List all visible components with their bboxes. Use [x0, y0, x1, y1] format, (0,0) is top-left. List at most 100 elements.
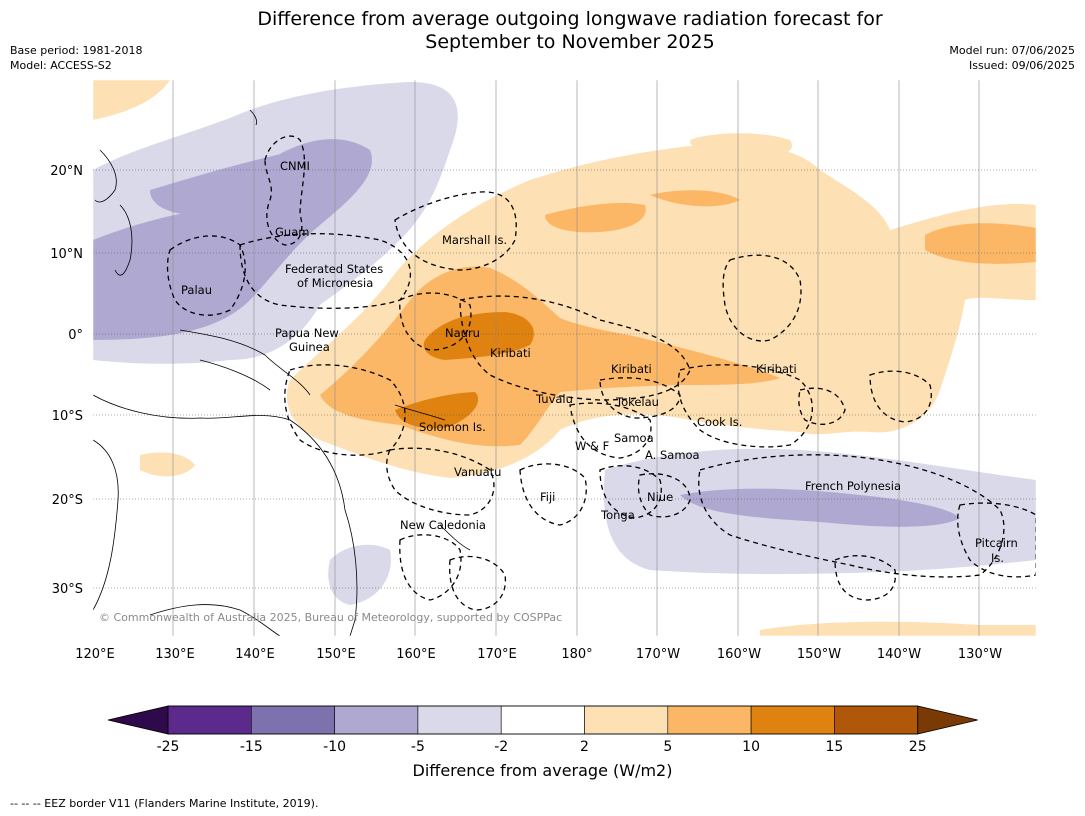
lon-tick-170w: 170°W [636, 647, 680, 662]
lat-tick-20n: 20°N [50, 164, 83, 179]
title-line-2: September to November 2025 [425, 31, 715, 53]
label-tokelau: Tokelau [615, 395, 659, 409]
anomaly-light-orange-aus [140, 452, 195, 477]
title-line-1: Difference from average outgoing longwav… [257, 8, 883, 30]
anomaly-mid-orange-east [925, 223, 1036, 264]
anomaly-light-orange-hawaii [690, 133, 792, 159]
colorbar-tick-label: 10 [742, 739, 760, 755]
anomaly-mid-purple-north-2 [150, 149, 343, 216]
label-cnmi: CNMI [280, 159, 310, 173]
anomaly-light-orange-s [760, 621, 1036, 636]
lat-tick-10n: 10°N [50, 247, 83, 262]
eez-footnote: -- -- -- EEZ border V11 (Flanders Marine… [10, 797, 319, 810]
colorbar [107, 705, 978, 735]
label-samoa: Samoa [614, 431, 654, 445]
issued-date: Issued: 09/06/2025 [968, 59, 1075, 72]
colorbar-tick-label: -2 [494, 739, 508, 755]
meta-left: Base period: 1981-2018 Model: ACCESS-S2 [10, 43, 142, 73]
lon-tick-140w: 140°W [877, 647, 921, 662]
label-kiribati-east: Kiribati [756, 362, 797, 376]
chart-title: Difference from average outgoing longwav… [0, 8, 1085, 54]
lon-tick-160w: 160°W [717, 647, 761, 662]
colorbar-over-triangle [917, 705, 978, 735]
lon-tick-170e: 170°E [477, 647, 517, 662]
latitude-tick-labels: 20°N 10°N 0° 10°S 20°S 30°S [50, 164, 83, 597]
label-new-caledonia: New Caledonia [400, 518, 486, 532]
model-name: Model: ACCESS-S2 [10, 59, 112, 72]
lon-tick-150w: 150°W [797, 647, 841, 662]
label-american-samoa: A. Samoa [645, 448, 700, 462]
colorbar-segment [251, 705, 335, 735]
lon-tick-150e: 150°E [316, 647, 356, 662]
label-tonga: Tonga [600, 508, 635, 522]
label-png-1: Papua New [275, 326, 339, 340]
lon-tick-130w: 130°W [958, 647, 1002, 662]
anomaly-light-purple-southwest [328, 544, 391, 605]
colorbar-tick-label: 5 [663, 739, 672, 755]
colorbar-segment [334, 705, 419, 735]
label-solomon: Solomon Is. [419, 420, 486, 434]
longitude-tick-labels: 120°E 130°E 140°E 150°E 160°E 170°E 180°… [75, 647, 1002, 662]
colorbar-tick-label: 2 [580, 739, 589, 755]
label-wallis-futuna: W & F [575, 439, 609, 453]
colorbar-tick-label: -10 [323, 739, 346, 755]
lat-tick-30s: 30°S [52, 582, 83, 597]
colorbar-segment [167, 705, 252, 735]
label-marshall: Marshall Is. [442, 233, 507, 247]
label-french-polynesia: French Polynesia [805, 479, 901, 493]
copyright: © Commonwealth of Australia 2025, Bureau… [99, 611, 562, 624]
region-labels: CNMI Guam Marshall Is. Federated States … [181, 159, 1018, 565]
label-pitcairn-1: Pitcairn [975, 536, 1018, 550]
label-fsm-1: Federated States [285, 262, 383, 276]
colorbar-under-triangle [107, 705, 169, 735]
label-nauru: Nauru [445, 326, 480, 340]
colorbar-segment [417, 705, 502, 735]
label-cook: Cook Is. [697, 415, 742, 429]
colorbar-segment [834, 705, 919, 735]
label-fsm-2: of Micronesia [297, 276, 373, 290]
latitude-lines [93, 169, 1036, 589]
anomaly-mid-orange-north-2 [650, 190, 740, 207]
lon-tick-160e: 160°E [396, 647, 436, 662]
colorbar-segment [667, 705, 752, 735]
colorbar-tick-label: 15 [825, 739, 843, 755]
anomaly-mid-purple-south [680, 488, 960, 527]
eez-borders [166, 135, 1036, 611]
lon-tick-130e: 130°E [155, 647, 195, 662]
colorbar-tick-label: -25 [157, 739, 180, 755]
base-period: Base period: 1981-2018 [10, 44, 143, 57]
map-area: © Commonwealth of Australia 2025, Bureau… [93, 80, 1036, 636]
lon-tick-180: 180° [561, 647, 592, 662]
label-png-2: Guinea [289, 340, 330, 354]
colorbar-segment [500, 705, 585, 735]
anomaly-dark-orange-nauru [423, 312, 534, 360]
meta-right: Model run: 07/06/2025 Issued: 09/06/2025 [949, 43, 1075, 73]
graticule [172, 80, 980, 636]
colorbar-tick-label: -15 [240, 739, 263, 755]
colorbar-segment [584, 705, 669, 735]
label-niue: Niue [647, 490, 673, 504]
lat-tick-10s: 10°S [52, 409, 83, 424]
label-tuvalu: Tuvalu [535, 392, 573, 406]
label-guam: Guam [275, 225, 309, 239]
lat-tick-0: 0° [68, 328, 83, 343]
label-kiribati-central: Kiribati [611, 362, 652, 376]
label-kiribati-west: Kiribati [490, 346, 531, 360]
lat-tick-20s: 20°S [52, 493, 83, 508]
colorbar-labels: -25 -15 -10 -5 -2 2 5 10 15 25 [157, 739, 927, 755]
lon-tick-120e: 120°E [75, 647, 115, 662]
anomaly-light-orange-nw [93, 80, 170, 120]
colorbar-segment [750, 705, 835, 735]
anomaly-mid-orange-north [545, 203, 646, 233]
coastlines [93, 109, 471, 636]
label-palau: Palau [181, 283, 212, 297]
colorbar-tick-label: -5 [411, 739, 425, 755]
colorbar-tick-label: 25 [909, 739, 927, 755]
colorbar-title: Difference from average (W/m2) [412, 761, 673, 780]
lon-tick-140e: 140°E [235, 647, 275, 662]
model-run: Model run: 07/06/2025 [949, 44, 1075, 57]
anomaly-dark-orange-solomon [395, 392, 479, 429]
label-fiji: Fiji [540, 490, 555, 504]
label-vanuatu: Vanuatu [454, 465, 501, 479]
